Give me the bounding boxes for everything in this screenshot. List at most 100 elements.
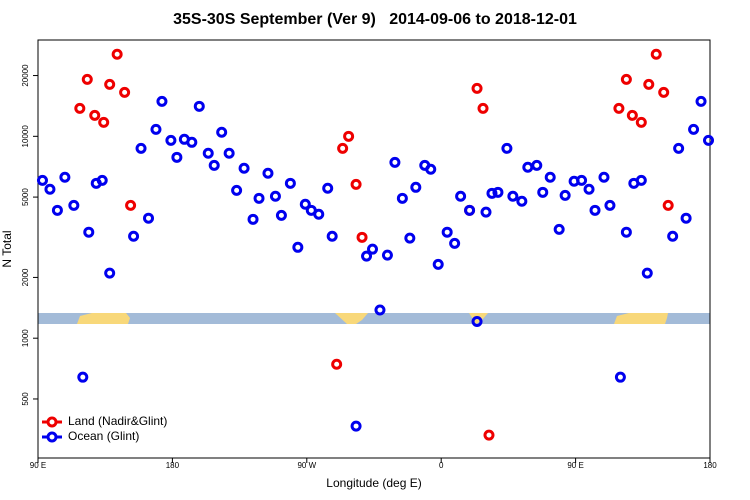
x-tick-label: 0: [439, 461, 444, 470]
point: [389, 156, 401, 168]
legend-marker: [46, 431, 58, 443]
point: [643, 78, 655, 90]
point: [284, 177, 296, 189]
legend-label: Ocean (Glint): [68, 429, 139, 443]
point: [253, 192, 265, 204]
ocean-band: [38, 313, 710, 324]
point: [313, 208, 325, 220]
point: [223, 147, 235, 159]
point: [537, 186, 549, 198]
point: [299, 198, 311, 210]
point: [662, 199, 674, 211]
point: [576, 174, 588, 186]
point: [247, 213, 259, 225]
point: [238, 162, 250, 174]
point: [292, 241, 304, 253]
point: [156, 95, 168, 107]
point: [331, 358, 343, 370]
legend-marker: [46, 416, 58, 428]
point: [635, 174, 647, 186]
point: [553, 223, 565, 235]
point: [658, 86, 670, 98]
point: [507, 190, 519, 202]
point: [119, 86, 131, 98]
point: [641, 267, 653, 279]
point: [626, 109, 638, 121]
point: [396, 192, 408, 204]
point: [326, 230, 338, 242]
y-tick-label: 5000: [21, 188, 30, 206]
point: [104, 267, 116, 279]
point: [81, 73, 93, 85]
point: [598, 171, 610, 183]
point: [464, 204, 476, 216]
point: [449, 237, 461, 249]
y-axis-label: N Total: [0, 230, 14, 267]
point: [143, 212, 155, 224]
point: [516, 195, 528, 207]
point: [480, 206, 492, 218]
point: [104, 78, 116, 90]
point: [111, 48, 123, 60]
point: [531, 159, 543, 171]
point: [77, 371, 89, 383]
point: [68, 199, 80, 211]
land-shape: [77, 313, 130, 324]
y-tick-label: 1000: [21, 329, 30, 347]
point: [583, 183, 595, 195]
point: [650, 48, 662, 60]
point: [59, 171, 71, 183]
land-shape: [335, 313, 368, 324]
point: [350, 420, 362, 432]
point: [374, 304, 386, 316]
point: [559, 189, 571, 201]
point: [471, 315, 483, 327]
point: [432, 258, 444, 270]
point: [613, 102, 625, 114]
point: [620, 73, 632, 85]
y-tick-label: 10000: [21, 125, 30, 148]
point: [275, 209, 287, 221]
x-axis-label: Longitude (deg E): [326, 476, 421, 490]
plot-frame: [37, 39, 711, 459]
point: [486, 187, 498, 199]
legend: Land (Nadir&Glint)Ocean (Glint): [42, 414, 167, 443]
point: [83, 226, 95, 238]
point: [208, 159, 220, 171]
point: [673, 142, 685, 154]
x-tick-label: 180: [166, 461, 180, 470]
point: [356, 231, 368, 243]
point: [74, 102, 86, 114]
point: [337, 142, 349, 154]
point: [322, 182, 334, 194]
point: [186, 136, 198, 148]
x-tick-label: 180: [703, 461, 717, 470]
point: [441, 226, 453, 238]
legend-label: Land (Nadir&Glint): [68, 414, 167, 428]
point: [135, 142, 147, 154]
y-tick-label: 2000: [21, 268, 30, 286]
point: [381, 249, 393, 261]
point: [98, 116, 110, 128]
point: [410, 181, 422, 193]
point: [165, 134, 177, 146]
chart-title: 35S-30S September (Ver 9) 2014-09-06 to …: [173, 11, 577, 28]
y-tick-label: 500: [21, 392, 30, 406]
point: [614, 371, 626, 383]
point: [361, 250, 373, 262]
x-tick-label: 90 W: [297, 461, 316, 470]
point: [231, 184, 243, 196]
point: [96, 174, 108, 186]
point: [501, 142, 513, 154]
y-tick-label: 20000: [21, 64, 30, 87]
point: [471, 82, 483, 94]
point: [36, 174, 48, 186]
point: [350, 178, 362, 190]
point: [455, 190, 467, 202]
point: [262, 167, 274, 179]
point: [425, 163, 437, 175]
point: [667, 230, 679, 242]
point: [703, 134, 715, 146]
point: [51, 204, 63, 216]
